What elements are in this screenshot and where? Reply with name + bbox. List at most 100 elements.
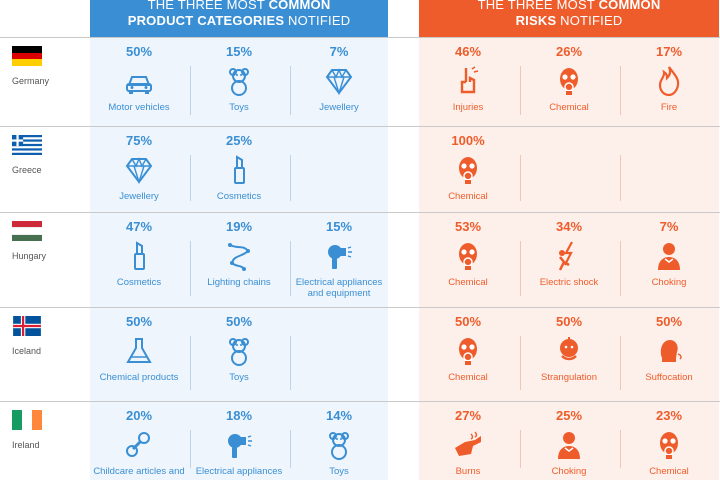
gas-mask-icon [459,243,477,270]
category-cell: 15% Toys [190,44,288,113]
category-label: Toys [229,372,249,383]
category-label: Cosmetics [216,191,262,202]
strangulation-icon [560,337,578,361]
category-percent: 15% [225,44,253,59]
pacifier-icon [126,432,150,457]
risk-label: Fire [660,102,678,113]
iceland-flag [12,316,42,336]
risk-cell: 50% Chemical [419,314,517,383]
country-name: Iceland [12,346,42,356]
risk-percent: 7% [659,219,679,234]
column-divider [190,336,191,390]
category-label: Cosmetics [116,277,162,288]
risk-percent: 50% [454,314,482,329]
risk-label: Burns [455,466,481,477]
risk-percent: 25% [555,408,583,423]
risk-percent: 27% [454,408,482,423]
car-icon [126,76,152,94]
injury-hand-icon [460,66,479,94]
category-label: Jewellery [319,102,359,113]
risks-header: THE THREE MOST COMMON RISKS NOTIFIED [419,0,719,37]
lipstick-icon [234,155,245,184]
column-divider [290,241,291,296]
category-cell: 18% Electrical appliances [190,408,288,477]
column-divider [620,430,621,468]
column-divider [520,155,521,201]
risk-percent: 17% [655,44,683,59]
category-label: Electrical appliances [195,466,283,477]
greece-flag [12,135,42,155]
category-percent: 18% [225,408,253,423]
row-separator [0,126,720,127]
burn-hand-icon [455,431,481,456]
risk-cell: 100% Chemical [419,133,517,202]
suffocation-icon [660,340,682,362]
column-divider [290,336,291,390]
country-name: Hungary [12,251,47,261]
risk-label: Chemical [649,466,689,477]
category-percent: 19% [225,219,253,234]
country-name: Ireland [12,440,40,450]
category-percent: 7% [329,44,349,59]
risk-cell: 7% Choking [620,219,718,288]
category-cell: 47% Cosmetics [90,219,188,288]
electric-shock-icon [558,241,573,271]
risk-cell: 27% Burns [419,408,517,477]
risk-percent: 34% [555,219,583,234]
teddy-bear-icon [329,432,349,460]
category-label: Toys [329,466,349,477]
risk-cell: 25% Choking [520,408,618,477]
risk-percent: 23% [655,408,683,423]
risk-cell: 17% Fire [620,44,718,113]
lighting-chain-icon [228,243,250,271]
diamond-icon [125,157,153,185]
column-divider [290,430,291,468]
category-label: Lighting chains [207,277,271,288]
risk-label: Choking [551,466,587,477]
column-divider [620,336,621,390]
diamond-icon [325,68,353,96]
risk-label: Strangulation [541,372,597,383]
column-divider [190,155,191,201]
category-percent: 25% [225,133,253,148]
risk-cell: 46% Injuries [419,44,517,113]
country-name: Germany [12,76,50,86]
choking-icon [658,243,680,270]
row-separator [0,307,720,308]
risk-label: Suffocation [645,372,693,383]
column-divider [190,66,191,115]
risk-cell: 50% Suffocation [620,314,718,383]
row-separator [0,212,720,213]
column-divider [520,66,521,115]
risk-percent: 53% [454,219,482,234]
gas-mask-icon [660,432,678,459]
column-divider [290,66,291,115]
country-name: Greece [12,165,42,175]
category-percent: 75% [125,133,153,148]
choking-icon [558,432,580,459]
category-cell: 25% Cosmetics [190,133,288,202]
category-percent: 20% [125,408,153,423]
risk-label: Injuries [452,102,484,113]
category-percent: 50% [125,44,153,59]
risk-cell: 50% Strangulation [520,314,618,383]
risk-percent: 46% [454,44,482,59]
ireland-flag [12,410,42,430]
category-percent: 14% [325,408,353,423]
column-divider [520,241,521,296]
risk-cell: 26% Chemical [520,44,618,113]
category-cell: 19% Lighting chains [190,219,288,288]
category-percent: 50% [125,314,153,329]
category-percent: 47% [125,219,153,234]
category-cell: 14% Toys [290,408,388,477]
lipstick-icon [134,241,145,270]
category-label: Childcare articles and [93,466,185,477]
row-separator [0,401,720,402]
risk-percent: 50% [655,314,683,329]
column-divider [290,155,291,201]
gas-mask-icon [560,68,578,95]
category-cell: 75% Jewellery [90,133,188,202]
risk-cell: 23% Chemical [620,408,718,477]
categories-header: THE THREE MOST COMMON PRODUCT CATEGORIES… [90,0,388,37]
risk-percent: 50% [555,314,583,329]
